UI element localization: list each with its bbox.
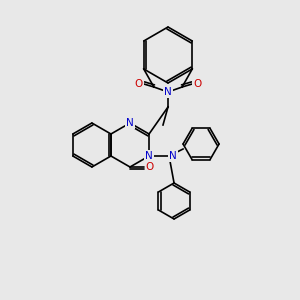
Text: O: O <box>146 162 154 172</box>
Text: O: O <box>135 79 143 89</box>
Text: N: N <box>164 87 172 97</box>
Text: N: N <box>126 118 134 128</box>
Text: N: N <box>145 151 153 161</box>
Text: O: O <box>193 79 201 89</box>
Text: N: N <box>169 151 177 161</box>
